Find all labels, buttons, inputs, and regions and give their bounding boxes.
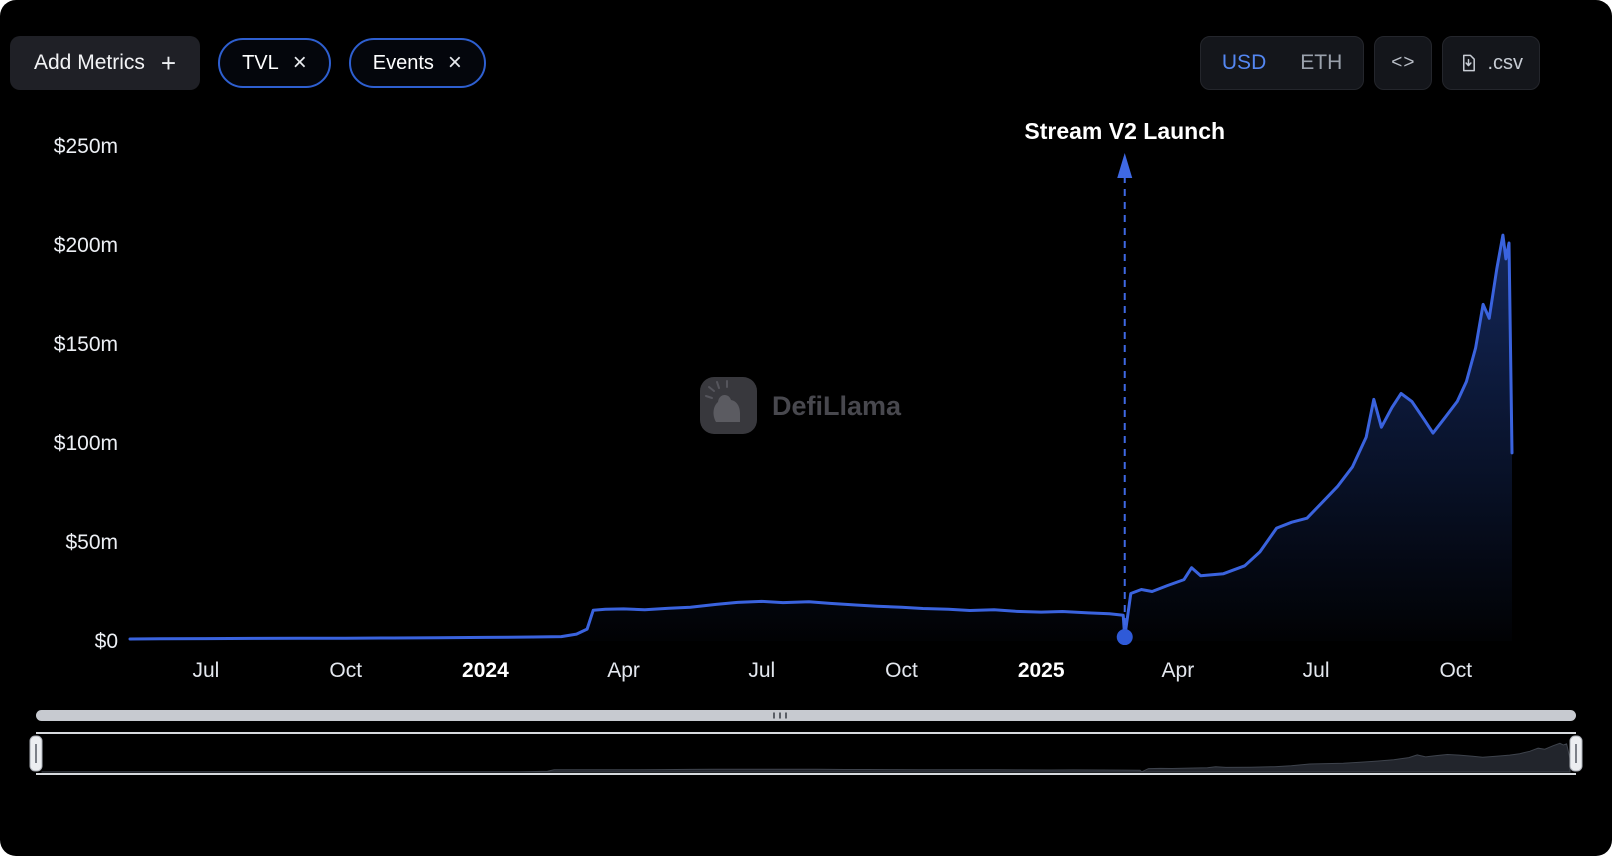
download-icon	[1459, 53, 1478, 73]
watermark-text: DefiLlama	[772, 391, 902, 421]
y-axis-label: $0	[95, 630, 118, 653]
datazoom-slider[interactable]	[29, 710, 1583, 775]
currency-usd-button[interactable]: USD	[1205, 37, 1283, 89]
add-metrics-button[interactable]: Add Metrics +	[10, 36, 201, 90]
event-marker-dot[interactable]	[1116, 629, 1133, 646]
x-axis-labels: Jul Oct 2024 Apr Jul Oct 2025 Apr Jul Oct	[192, 659, 1472, 682]
add-metrics-label: Add Metrics	[34, 51, 145, 74]
y-axis-labels: $0 $50m $100m $150m $200m $250m	[54, 135, 118, 653]
event-arrow-icon	[1117, 153, 1133, 178]
x-axis-label: Jul	[1303, 659, 1330, 682]
tvl-area	[130, 235, 1512, 641]
y-axis-label: $150m	[54, 333, 118, 356]
x-axis-label: Oct	[885, 659, 918, 682]
x-axis-label: 2025	[1018, 659, 1065, 682]
defillama-watermark: DefiLlama	[700, 377, 902, 434]
embed-code-button[interactable]: <>	[1374, 36, 1433, 90]
metric-pill-events[interactable]: Events ×	[348, 38, 486, 88]
x-axis-label: Jul	[192, 659, 219, 682]
toolbar-right-group: USD ETH <> .csv	[1199, 36, 1540, 90]
x-axis-label: Oct	[1439, 659, 1472, 682]
logo-rays-icon	[705, 380, 728, 399]
x-axis-label: Apr	[1162, 659, 1195, 682]
currency-toggle: USD ETH	[1199, 36, 1365, 90]
x-axis-label: 2024	[462, 659, 509, 682]
event-annotation: Stream V2 Launch	[1024, 118, 1225, 646]
y-axis-label: $250m	[54, 135, 118, 158]
tvl-chart: DefiLlama $0 $50m $100m $150m $200m $250m Jul…	[29, 118, 1583, 775]
y-axis-label: $200m	[54, 234, 118, 257]
metric-pill-label: Events	[372, 51, 434, 74]
llama-shape	[713, 394, 740, 422]
chart-toolbar: Add Metrics + TVL × Events × USD ETH <>	[0, 0, 1612, 96]
y-axis-label: $50m	[65, 531, 118, 554]
metric-pill-tvl[interactable]: TVL ×	[218, 38, 331, 88]
metric-pill-label: TVL	[242, 51, 279, 74]
x-axis-label: Apr	[607, 659, 640, 682]
close-icon[interactable]: ×	[292, 49, 307, 76]
download-csv-button[interactable]: .csv	[1442, 36, 1540, 90]
datazoom-track[interactable]	[36, 710, 1576, 721]
csv-label: .csv	[1487, 51, 1523, 74]
x-axis-label: Jul	[748, 659, 775, 682]
currency-eth-button[interactable]: ETH	[1283, 37, 1359, 89]
plus-icon: +	[160, 48, 177, 78]
tvl-line	[128, 233, 1514, 641]
close-icon[interactable]: ×	[447, 49, 462, 76]
x-axis-label: Oct	[329, 659, 362, 682]
event-label: Stream V2 Launch	[1024, 118, 1225, 144]
datazoom-minichart	[41, 742, 1571, 773]
tvl-area-series	[128, 233, 1514, 641]
y-axis-label: $100m	[54, 432, 118, 455]
code-icon: <>	[1391, 52, 1416, 73]
